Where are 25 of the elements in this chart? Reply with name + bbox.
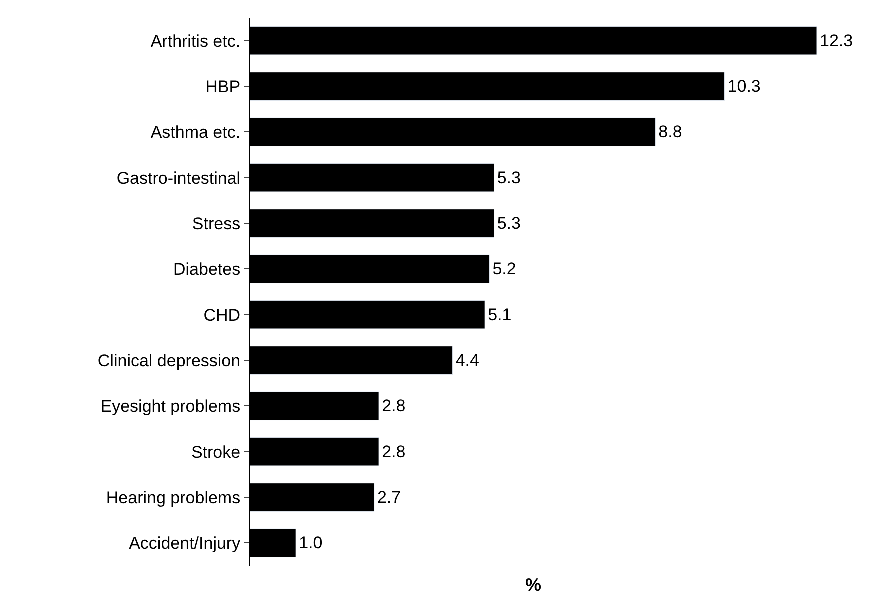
data-label: 2.7 [377,488,402,507]
data-label: 2.8 [382,396,406,416]
y-tick-label: CHD [204,306,241,325]
data-label: 12.3 [820,31,854,50]
data-label: 5.3 [497,214,521,233]
y-tick-label: HBP [206,77,241,96]
data-label: 1.0 [299,534,323,553]
data-label: 10.3 [728,77,761,96]
y-tick-label: Accident/Injury [129,534,242,554]
y-tick-label: Stress [192,214,241,234]
y-tick-label: Arthritis etc. [150,32,241,51]
y-tick-label: Hearing problems [106,488,241,508]
y-tick-label: Diabetes [173,260,241,280]
y-tick-label: Clinical depression [98,351,241,370]
x-axis-title: % [525,575,542,596]
data-label: 4.4 [456,351,480,370]
data-label: 2.8 [382,442,406,462]
y-tick-label: Stroke [191,442,241,462]
y-tick-label: Eyesight problems [100,397,241,416]
y-tick-label: Gastro-intestinal [116,168,241,188]
data-label: 5.3 [497,168,521,188]
y-tick-label: Asthma etc. [150,123,241,142]
data-label: 5.1 [488,305,512,324]
data-label: 8.8 [658,122,682,142]
data-label: 5.2 [492,260,516,279]
